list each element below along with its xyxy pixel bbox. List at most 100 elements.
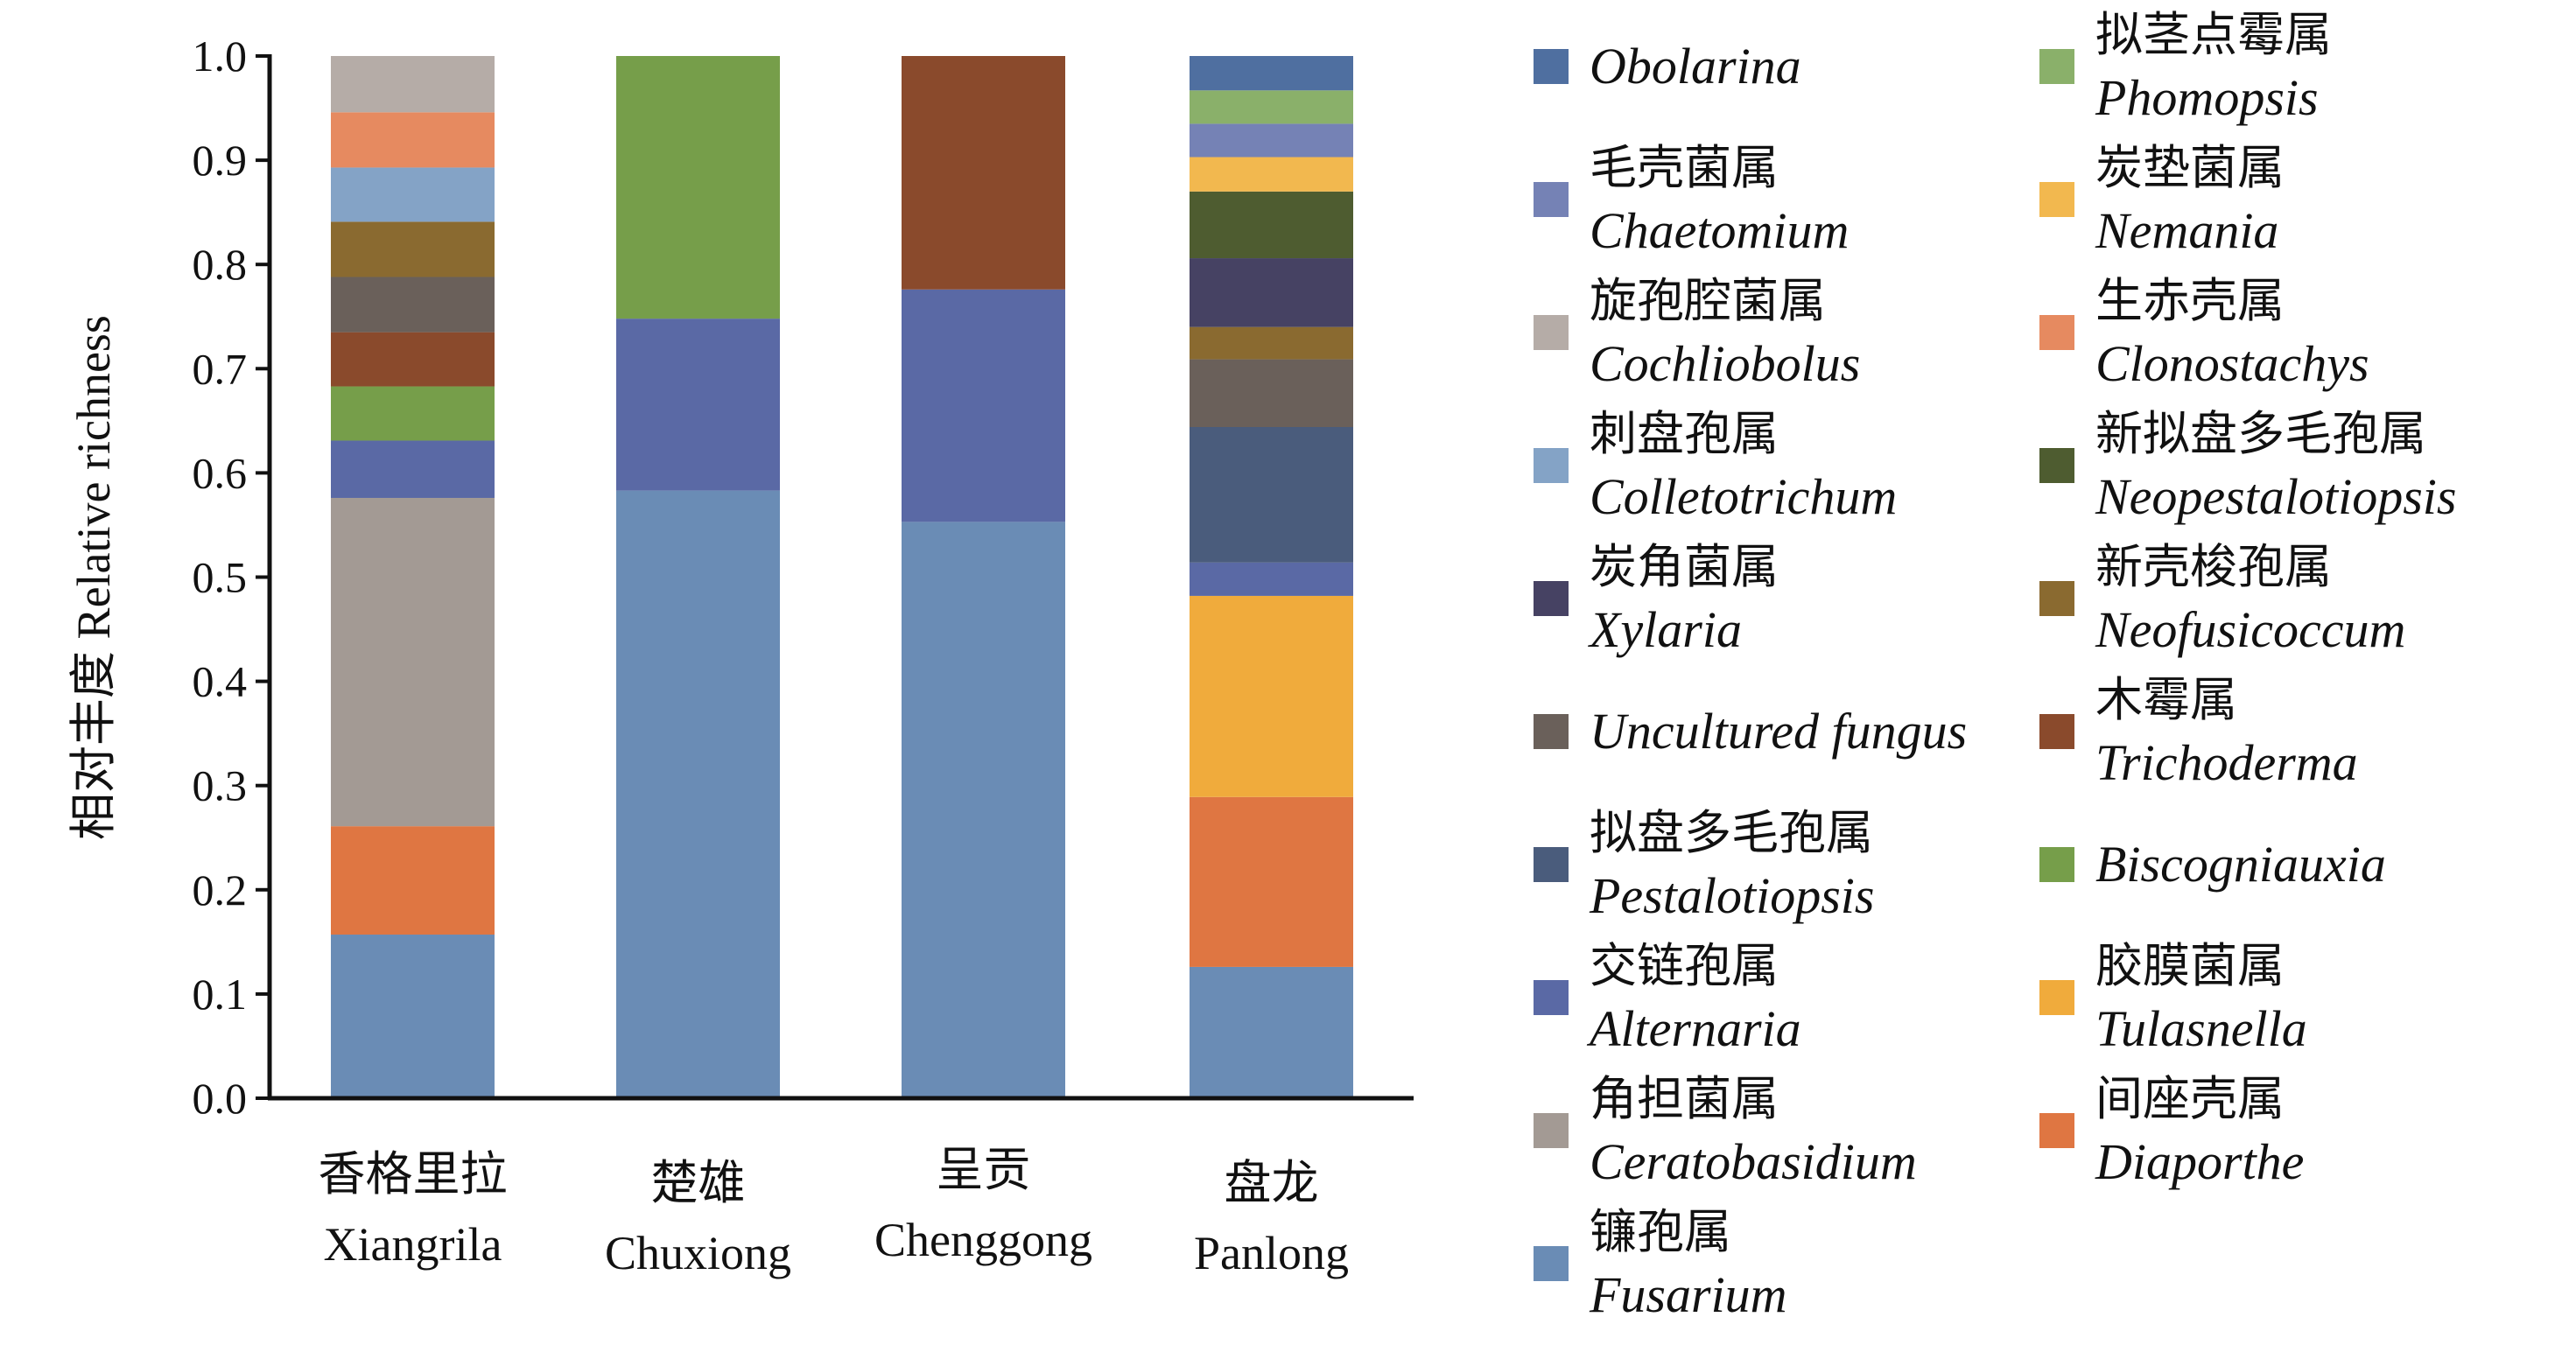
legend-label-latin: Alternaria	[1590, 1000, 1801, 1057]
legend-swatch	[2039, 49, 2074, 84]
legend-label-latin: Colletotrichum	[1590, 468, 1898, 525]
legend-item: Uncultured fungus	[1534, 700, 1967, 763]
legend-label-latin: Clonostachys	[2095, 335, 2369, 392]
y-axis-label: 相对丰度 Relative richness	[67, 315, 120, 840]
legend-swatch	[2039, 315, 2074, 350]
legend-label-latin: Pestalotiopsis	[1590, 867, 1875, 924]
legend-label-cn: 新拟盘多毛孢属	[2095, 406, 2426, 461]
legend-label-latin: Nemania	[2095, 202, 2279, 259]
legend-label-latin: Chaetomium	[1590, 202, 1850, 259]
legend-item: 角担菌属 Ceratobasidium	[1534, 1068, 1917, 1194]
legend-item: 炭垫菌属 Nemania	[2039, 137, 2285, 263]
bars-group	[331, 56, 1353, 1098]
y-tick-label: 0.5	[193, 553, 248, 602]
bar-segment-cochliobolus	[331, 56, 495, 113]
legend-label-latin: Biscogniauxia	[2095, 836, 2386, 893]
bar-segment-tulasnella	[1190, 595, 1353, 797]
legend-item: Biscogniauxia	[2039, 833, 2386, 896]
legend-label-cn: 拟茎点霉属	[2095, 7, 2332, 62]
legend-swatch	[1534, 581, 1569, 616]
legend-label-cn: 镰孢属	[1590, 1204, 1731, 1259]
legend-item: 炭角菌属 Xylaria	[1534, 536, 1779, 662]
bar-segment-alternaria	[616, 319, 780, 491]
bar-segment-uncultured-fungus	[1190, 359, 1353, 427]
legend-swatch	[2039, 714, 2074, 749]
x-label-cn: 香格里拉	[319, 1148, 508, 1201]
bar-segment-fusarium	[1190, 966, 1353, 1098]
y-tick-label: 0.9	[193, 136, 248, 185]
x-label-cn: 楚雄	[651, 1157, 746, 1209]
bar-segment-biscogniauxia	[616, 56, 780, 319]
bar-segment-alternaria	[1190, 562, 1353, 596]
x-labels: 香格里拉 Xiangrila 楚雄 Chuxiong 呈贡 Chenggong 盘龙 Panl…	[319, 1144, 1350, 1279]
x-label-en: Chenggong	[874, 1214, 1092, 1266]
x-label-cn: 呈贡	[937, 1144, 1031, 1196]
bar-segment-pestalotiopsis	[1190, 426, 1353, 563]
y-tick-label: 0.2	[193, 865, 248, 914]
legend-swatch	[1534, 49, 1569, 84]
legend-swatch	[1534, 448, 1569, 483]
legend-label-cn: 角担菌属	[1590, 1071, 1779, 1126]
legend-item: 生赤壳属 Clonostachys	[2039, 270, 2369, 396]
bar-segment-trichoderma	[331, 332, 495, 387]
x-label-en: Chuxiong	[605, 1227, 791, 1279]
legend-label-latin: Neofusicoccum	[2095, 601, 2406, 658]
legend-item: 镰孢属 Fusarium	[1534, 1201, 1787, 1327]
legend-label-cn: 胶膜菌属	[2095, 938, 2285, 993]
legend-label-latin: Phomopsis	[2095, 69, 2319, 126]
legend-label-cn: 木霉属	[2095, 672, 2237, 727]
legend-swatch	[1534, 714, 1569, 749]
x-label-cn: 盘龙	[1225, 1157, 1319, 1209]
legend-item: 木霉属 Trichoderma	[2039, 669, 2358, 795]
y-tick-label: 0.7	[193, 344, 248, 393]
legend-label-cn: 炭垫菌属	[2095, 140, 2285, 195]
legend-label-cn: 炭角菌属	[1590, 539, 1779, 594]
legend-label-latin: Tulasnella	[2095, 1000, 2307, 1057]
bar-segment-alternaria	[902, 289, 1065, 522]
legend-item: 拟茎点霉属 Phomopsis	[2039, 4, 2332, 130]
bar-segment-xylaria	[1190, 258, 1353, 327]
bar-segment-neopestalotiopsis	[1190, 191, 1353, 259]
legend-item: 新壳梭孢属 Neofusicoccum	[2039, 536, 2405, 662]
legend-swatch	[1534, 182, 1569, 217]
legend-swatch	[1534, 847, 1569, 882]
legend-label-cn: 新壳梭孢属	[2095, 539, 2332, 594]
legend-label-latin: Diaporthe	[2095, 1133, 2305, 1190]
legend-label-cn: 旋孢腔菌属	[1590, 273, 1826, 328]
legend-label-latin: Ceratobasidium	[1590, 1133, 1917, 1190]
legend-swatch	[2039, 980, 2074, 1015]
bar-segment-diaporthe	[1190, 796, 1353, 967]
bar-segment-trichoderma	[902, 56, 1065, 290]
bar-segment-obolarina	[1190, 56, 1353, 91]
y-tick-label: 0.1	[193, 970, 248, 1019]
bar-segment-phomopsis	[1190, 90, 1353, 124]
y-tick-label: 1.0	[193, 32, 248, 81]
x-label-en: Xiangrila	[324, 1218, 502, 1271]
bar-segment-clonostachys	[331, 112, 495, 168]
y-tick-label: 0.8	[193, 240, 248, 289]
bar-segment-neofusicoccum	[1190, 326, 1353, 360]
legend-swatch	[2039, 847, 2074, 882]
legend-label-cn: 毛壳菌属	[1590, 140, 1779, 195]
legend-label-latin: Trichoderma	[2095, 734, 2358, 791]
bar-segment-fusarium	[616, 490, 780, 1098]
bar-segment-fusarium	[902, 522, 1065, 1098]
legend-swatch	[2039, 448, 2074, 483]
bar-segment-uncultured-fungus	[331, 277, 495, 333]
legend-label-cn: 间座壳属	[2095, 1071, 2285, 1126]
bar-segment-colletotrichum	[331, 167, 495, 222]
bar-segment-fusarium	[331, 935, 495, 1098]
y-ticks: 0.0 0.1 0.2 0.3 0.4 0.5 0.6 0.7 0.8 0.9 1.0	[193, 32, 270, 1123]
legend-swatch	[2039, 1113, 2074, 1148]
legend-label-latin: Neopestalotiopsis	[2095, 468, 2457, 525]
legend-label-cn: 刺盘孢属	[1590, 406, 1779, 461]
legend-item: 旋孢腔菌属 Cochliobolus	[1534, 270, 1860, 396]
legend-label-cn: 拟盘多毛孢属	[1590, 805, 1873, 860]
legend-label-latin: Uncultured fungus	[1590, 703, 1968, 760]
bar-segment-biscogniauxia	[331, 386, 495, 441]
bar-segment-chaetomium	[1190, 123, 1353, 158]
legend-label-cn: 交链孢属	[1590, 938, 1779, 993]
legend-item: 刺盘孢属 Colletotrichum	[1534, 403, 1897, 529]
bar-segment-neofusicoccum	[331, 221, 495, 277]
